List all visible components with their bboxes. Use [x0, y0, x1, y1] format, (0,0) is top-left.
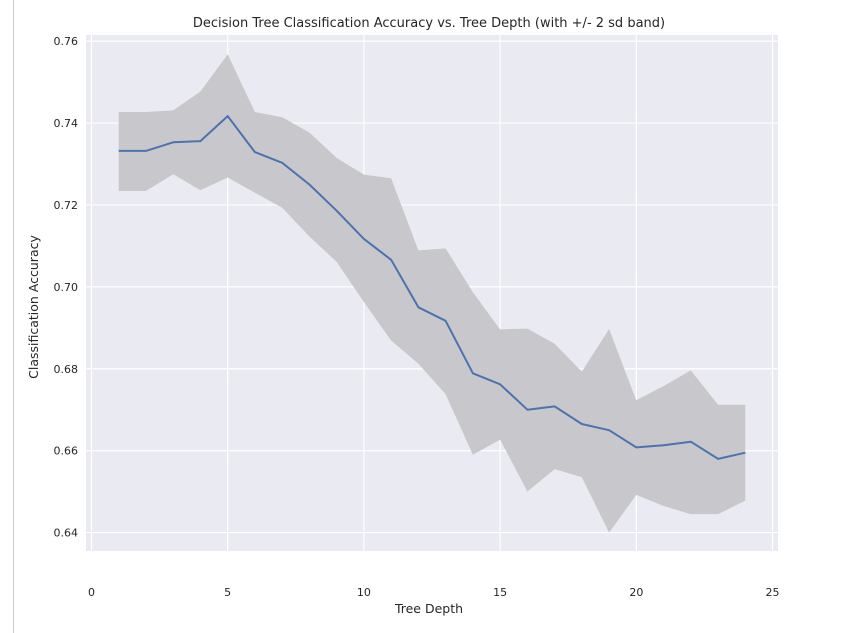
x-tick-label: 25	[766, 586, 780, 599]
y-tick-label: 0.76	[54, 35, 79, 48]
x-tick-label: 0	[88, 586, 95, 599]
x-axis-label: Tree Depth	[394, 601, 463, 616]
y-tick-label: 0.70	[54, 281, 79, 294]
notebook-cell-gutter	[0, 0, 14, 633]
x-tick-labels: 0 5 10 15 20 25	[88, 586, 780, 599]
y-tick-labels: 0.64 0.66 0.68 0.70 0.72 0.74 0.76	[54, 35, 79, 539]
x-tick-label: 20	[629, 586, 643, 599]
x-tick-label: 10	[357, 586, 371, 599]
chart-title: Decision Tree Classification Accuracy vs…	[193, 16, 665, 31]
y-tick-label: 0.72	[54, 199, 79, 212]
y-tick-label: 0.64	[54, 527, 79, 540]
y-tick-label: 0.74	[54, 117, 79, 130]
y-axis-label: Classification Accuracy	[26, 235, 41, 379]
x-tick-label: 5	[224, 586, 231, 599]
sd-band	[118, 54, 746, 533]
y-tick-label: 0.68	[54, 363, 79, 376]
y-tick-label: 0.66	[54, 445, 79, 458]
accuracy-line	[118, 115, 746, 460]
x-tick-label: 15	[493, 586, 507, 599]
